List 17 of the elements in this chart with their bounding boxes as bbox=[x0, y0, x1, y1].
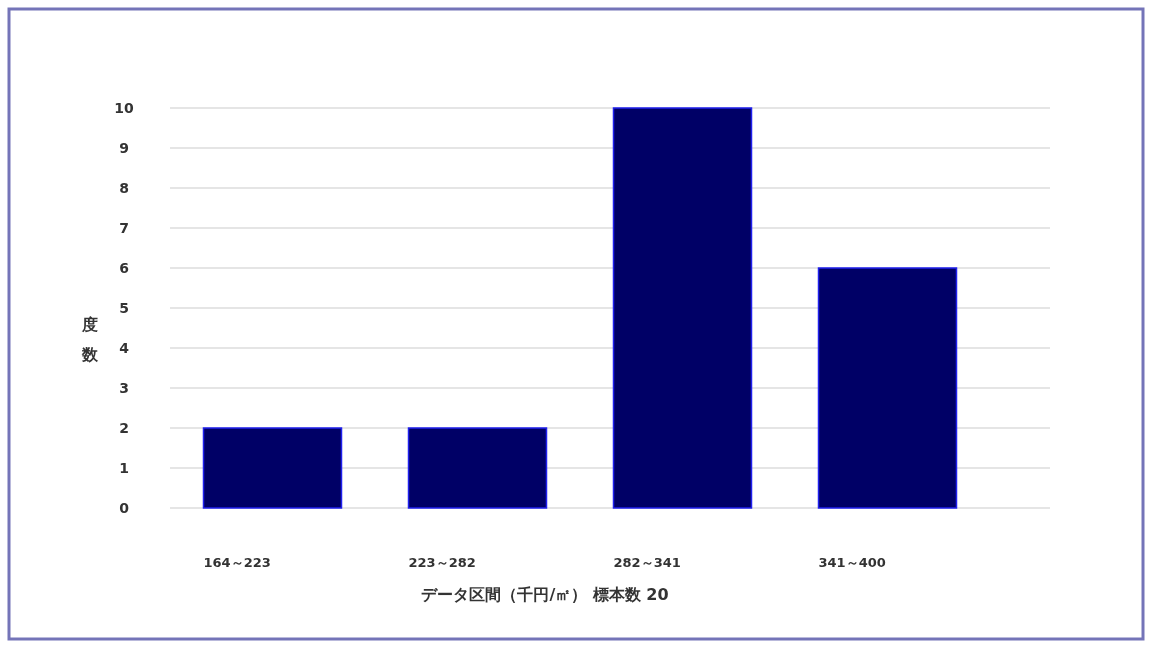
y-tick-label: 1 bbox=[119, 460, 129, 476]
y-tick-label: 4 bbox=[119, 340, 130, 356]
y-tick-label: 8 bbox=[119, 180, 129, 196]
x-tick-label: 341～400 bbox=[818, 555, 886, 570]
x-axis-title: データ区間（千円/㎡） 標本数 20 bbox=[421, 585, 669, 604]
x-tick-label: 223～282 bbox=[408, 555, 476, 570]
y-tick-label: 0 bbox=[119, 500, 130, 516]
y-tick-label: 3 bbox=[119, 380, 129, 396]
y-tick-label: 9 bbox=[119, 140, 129, 156]
y-tick-label: 6 bbox=[119, 260, 129, 276]
y-axis-title: 度数 bbox=[81, 315, 99, 364]
x-tick-label: 164～223 bbox=[203, 555, 271, 570]
y-tick-label: 2 bbox=[119, 420, 129, 436]
y-tick-label: 7 bbox=[119, 220, 129, 236]
y-tick-label: 5 bbox=[119, 300, 129, 316]
y-tick-label: 10 bbox=[114, 100, 134, 116]
x-tick-label: 282～341 bbox=[613, 555, 681, 570]
